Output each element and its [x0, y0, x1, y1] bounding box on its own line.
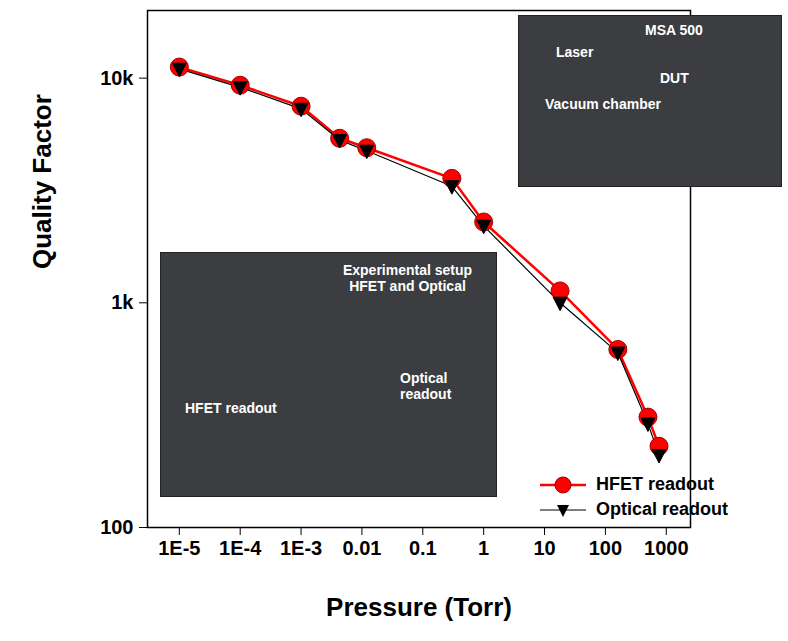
svg-text:10: 10: [533, 537, 555, 559]
svg-text:Quality Factor: Quality Factor: [27, 94, 57, 269]
svg-text:0.01: 0.01: [342, 537, 381, 559]
svg-text:1E-3: 1E-3: [280, 537, 322, 559]
html-text:HFET readout: HFET readout: [185, 400, 277, 416]
html-text:Experimental setup HFET and Op: Experimental setup HFET and Optical: [342, 262, 473, 294]
html-text:Vacuum chamber: Vacuum chamber: [545, 96, 661, 112]
svg-text:1E-5: 1E-5: [158, 537, 200, 559]
svg-text:Pressure (Torr): Pressure (Torr): [326, 592, 512, 622]
html-text:Optical readout: Optical readout: [596, 499, 728, 519]
svg-text:0.1: 0.1: [409, 537, 437, 559]
html-text:Optical readout: Optical readout: [400, 370, 452, 402]
html-text:DUT: DUT: [660, 70, 689, 86]
svg-text:1k: 1k: [111, 291, 134, 313]
html-text:MSA 500: MSA 500: [645, 22, 703, 38]
svg-text:1: 1: [478, 537, 489, 559]
svg-text:1E-4: 1E-4: [219, 537, 262, 559]
html-text:HFET readout: HFET readout: [596, 474, 714, 494]
svg-text:1000: 1000: [644, 537, 689, 559]
svg-text:10k: 10k: [100, 67, 134, 89]
svg-text:100: 100: [100, 516, 133, 538]
html-text:Laser: Laser: [556, 44, 594, 60]
svg-text:100: 100: [589, 537, 622, 559]
